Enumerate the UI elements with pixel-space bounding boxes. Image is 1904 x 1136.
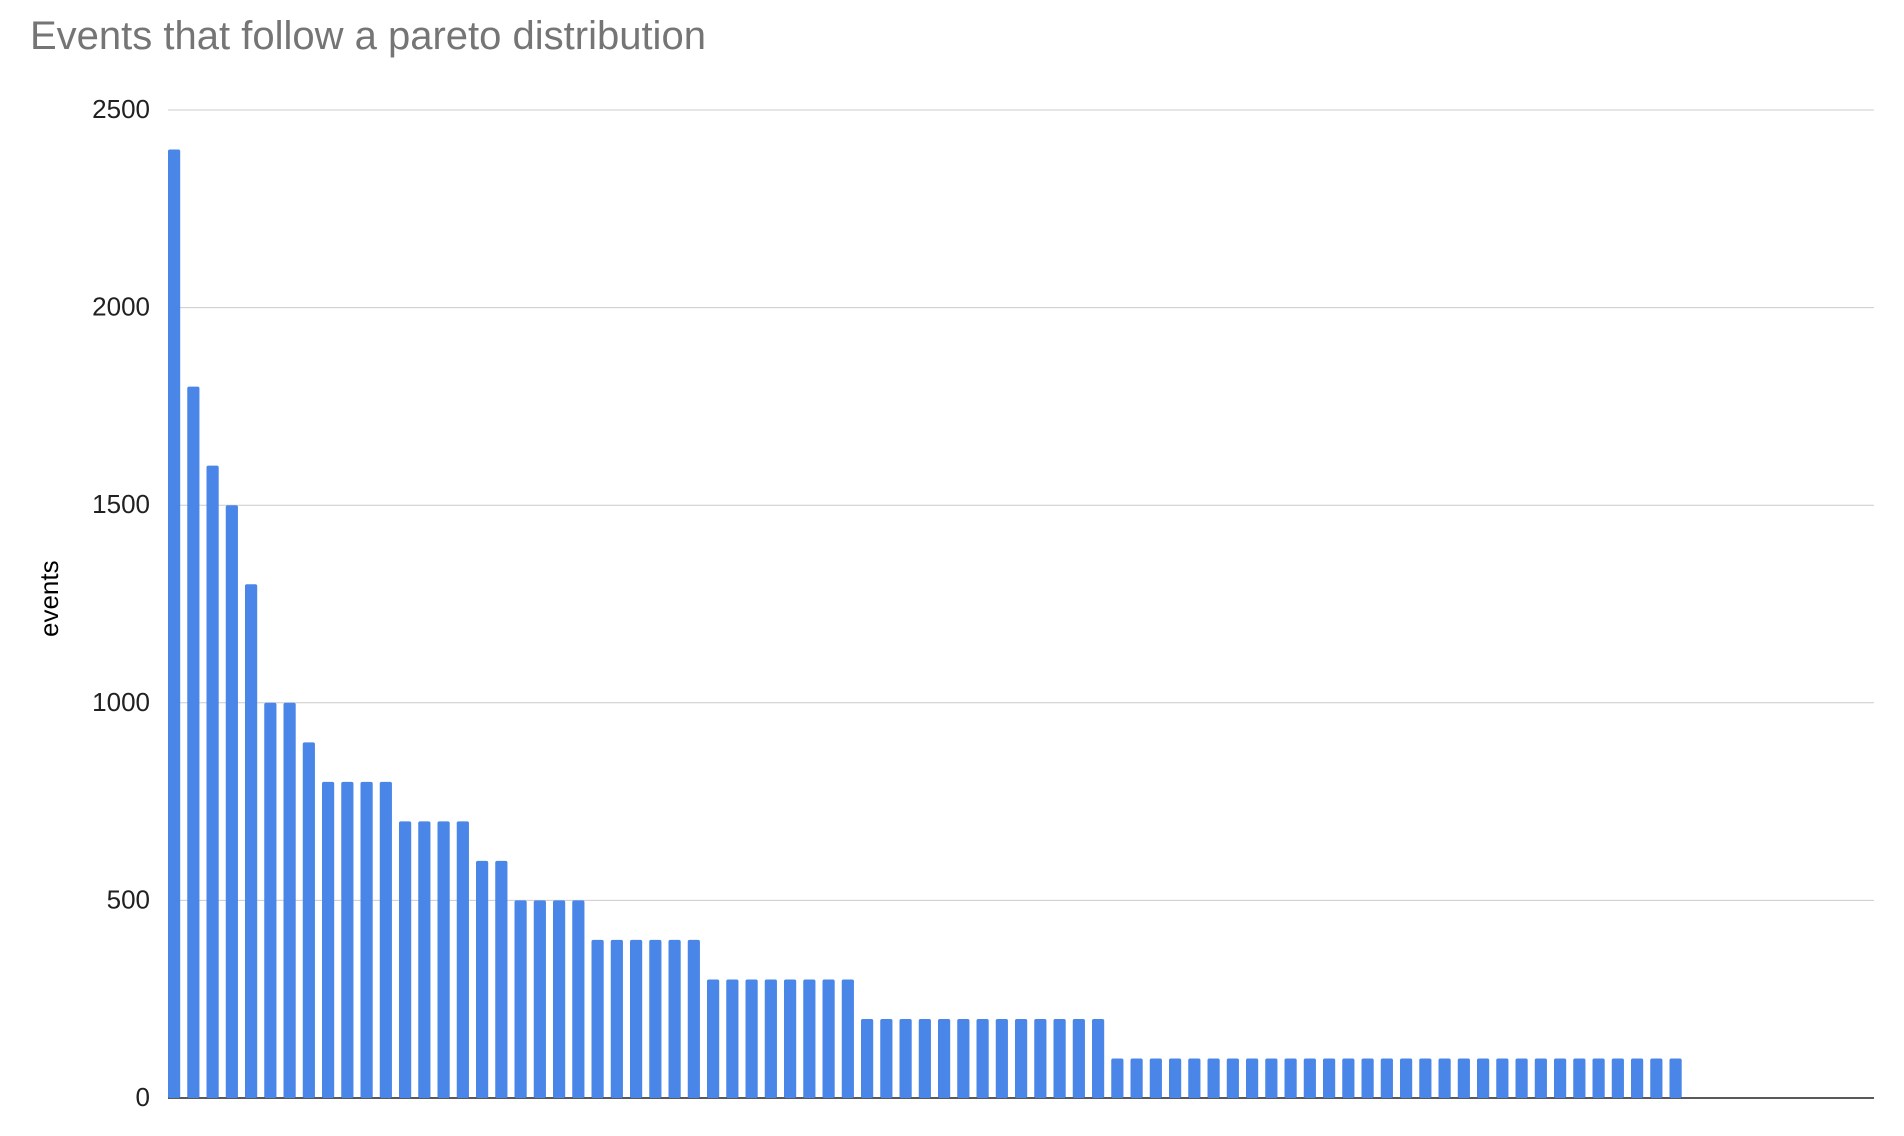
svg-text:2000: 2000 (92, 292, 150, 322)
svg-text:500: 500 (107, 884, 150, 914)
svg-text:1500: 1500 (92, 489, 150, 519)
svg-text:2500: 2500 (92, 94, 150, 124)
svg-text:1000: 1000 (92, 687, 150, 717)
svg-text:0: 0 (136, 1082, 150, 1112)
svg-text:events: events (34, 560, 64, 637)
